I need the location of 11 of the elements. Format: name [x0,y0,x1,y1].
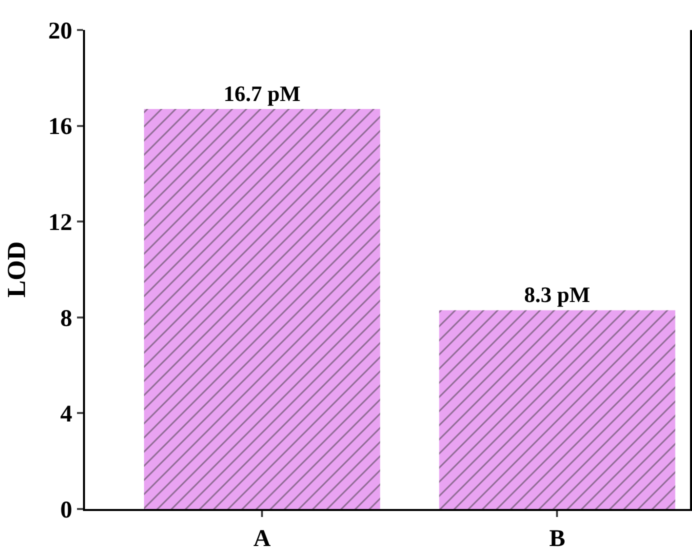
y-tick-label: 20 [48,18,72,44]
y-tick-label: 4 [60,402,72,428]
data-label: 16.7 pM [223,81,301,106]
x-tick-label: A [253,526,272,552]
y-tick-label: 12 [48,210,72,236]
y-axis-title: LOD [2,241,32,298]
data-label: 8.3 pM [524,282,590,308]
y-tick-label: 0 [60,497,72,524]
x-tick-label: B [549,526,566,552]
y-tick-label: 16 [48,114,72,140]
y-tick-label: 8 [60,306,72,332]
